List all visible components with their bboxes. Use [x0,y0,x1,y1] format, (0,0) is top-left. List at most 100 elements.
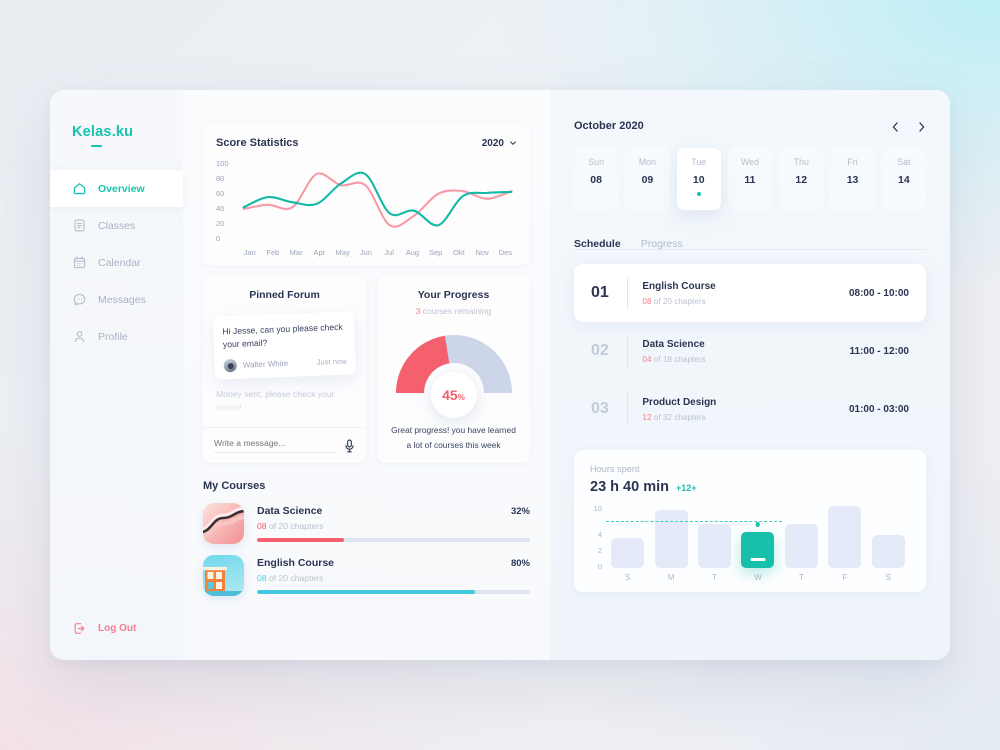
year-value: 2020 [481,137,504,149]
calendar-day[interactable]: Mon 09 [625,148,670,210]
xtick: Sep [428,248,443,257]
hours-bar-column[interactable] [649,504,692,568]
hours-bar [828,506,862,568]
calendar-day[interactable]: Sat 14 [881,148,926,210]
sidebar-item-calendar[interactable]: Calendar [50,244,183,281]
ytick: 60 [216,189,225,198]
calendar-day[interactable]: Fri 13 [830,148,875,210]
xtick: Aug [405,248,420,257]
schedule-total: of 18 chapters [651,354,706,364]
chat-icon [72,292,87,307]
hours-bar-column[interactable] [693,504,736,568]
sidebar-item-overview[interactable]: Overview [50,170,183,207]
calendar-day[interactable]: Tue 10 [676,148,721,210]
schedule-number: 03 [591,400,609,417]
hours-spent-delta: +12+ [675,483,697,493]
calendar-day-name: Sat [897,157,911,167]
sidebar-item-classes[interactable]: Classes [50,207,183,244]
year-selector[interactable]: 2020 [482,138,517,149]
calendar-day-dot [696,192,701,196]
forum-message-author: Walter White [242,358,289,370]
schedule-total: of 20 chapters [651,296,706,306]
xtick: Feb [266,248,280,257]
message-input[interactable] [214,438,336,454]
schedule-course-name: Data Science [642,338,705,350]
course-progress-fill [257,538,345,542]
sidebar-item-messages[interactable]: Messages [50,281,183,318]
schedule-done: 08 [642,296,652,306]
calendar-day[interactable]: Thu 12 [779,148,824,210]
course-info: Data Science 32% 08 of 20 chapters [257,503,530,542]
microphone-icon[interactable] [344,439,355,453]
course-item[interactable]: Data Science 32% 08 of 20 chapters [203,503,530,545]
hours-bar [784,524,818,568]
forum-message-time: Just now [316,356,347,367]
schedule-chapters: 08 of 20 chapters [642,297,715,306]
calendar-day-name: Thu [793,157,809,167]
score-chart: 100 80 60 40 20 0 [216,158,517,243]
hours-chart-yaxis: 10 4 2 0 [590,504,606,571]
data-science-thumbnail [203,503,244,545]
forum-message-meta: Walter White Just now [223,354,347,373]
xtick: W [754,573,762,582]
your-progress-footer: Great progress! you have learned a lot o… [391,423,516,452]
score-chart-xaxis: Jan Feb Mar Apr May Jun Jul Aug Sep Okt Nov Des [238,248,517,257]
chevron-right-icon[interactable] [917,120,926,132]
xtick: Mar [289,248,303,257]
hours-bar-column[interactable] [867,504,910,568]
brand-logo[interactable]: Kelas.ku [50,90,183,147]
schedule-chapters: 12 of 32 chapters [642,413,716,422]
score-chart-yaxis: 100 80 60 40 20 0 [216,158,238,243]
hours-bar-chart: 10 4 2 0 [590,504,910,571]
calendar-days-strip: Sun 08 Mon 09 Tue 10 Wed 11 Thu 12 Fri 13 Sat 14 [574,148,926,210]
xtick: Nov [475,248,489,257]
schedule-row[interactable]: 03 Product Design 12 of 32 chapters 01:00 -… [574,380,926,438]
tabs-divider [574,249,926,250]
hours-bar-column[interactable] [823,504,866,568]
course-done: 08 [257,573,267,584]
progress-value-number: 45 [442,387,458,403]
hours-bar-column[interactable] [780,504,823,568]
schedule-info: Data Science 04 of 18 chapters [642,339,705,364]
schedule-info: Product Design 12 of 32 chapters [642,397,716,422]
sidebar-item-profile[interactable]: Profile [50,318,183,355]
ytick: 4 [597,530,602,539]
calendar-day[interactable]: Wed 11 [727,148,773,210]
english-course-thumbnail [203,555,244,597]
schedule-row[interactable]: 01 English Course 08 of 20 chapters 08:00 -… [574,264,926,322]
schedule-row[interactable]: 02 Data Science 04 of 18 chapters 11:00 - 1… [574,322,926,380]
pinned-forum-card: Pinned Forum Hi Jesse, can you please ch… [203,276,366,464]
hours-bar-column[interactable] [736,504,779,568]
schedule-done: 12 [642,412,652,422]
hours-bar [611,538,645,568]
calendar-day-name: Wed [741,157,759,167]
schedule-done: 04 [642,354,652,364]
ytick: 20 [216,219,225,228]
xtick: F [842,573,848,582]
schedule-info: English Course 08 of 20 chapters [642,281,715,306]
calendar-day[interactable]: Sun 08 [574,148,619,210]
xtick: Okt [453,248,465,257]
tab-schedule[interactable]: Schedule [574,238,621,250]
calendar-month: October 2020 [574,120,644,132]
xtick: Jun [359,248,372,257]
chevron-left-icon[interactable] [891,120,900,132]
ytick: 100 [216,159,229,168]
course-total: of 20 chapters [266,521,324,532]
xtick: S [625,573,631,582]
schedule-course-name: Product Design [642,396,717,408]
schedule-divider [627,278,629,308]
forum-message-bubble[interactable]: Hi Jesse, can you please check your emai… [212,311,357,380]
schedule-course-name: English Course [642,280,716,292]
hours-spent-card: Hours spent 23 h 40 min +12+ 10 4 2 0 S M T W T… [574,450,926,592]
tab-progress[interactable]: Progress [640,238,683,250]
brand-text: Kelas.ku [72,124,134,140]
ytick: 0 [216,234,221,243]
course-top-row: English Course 80% [257,557,530,569]
logout-button[interactable]: Log Out [72,621,136,636]
course-item[interactable]: English Course 80% 08 of 20 chapters [203,555,530,597]
sidebar-item-label: Classes [98,219,136,232]
hours-bar-column[interactable] [606,504,649,568]
main-column: Score Statistics 2020 100 80 60 40 20 0 [183,90,550,660]
hours-bar [871,535,905,568]
